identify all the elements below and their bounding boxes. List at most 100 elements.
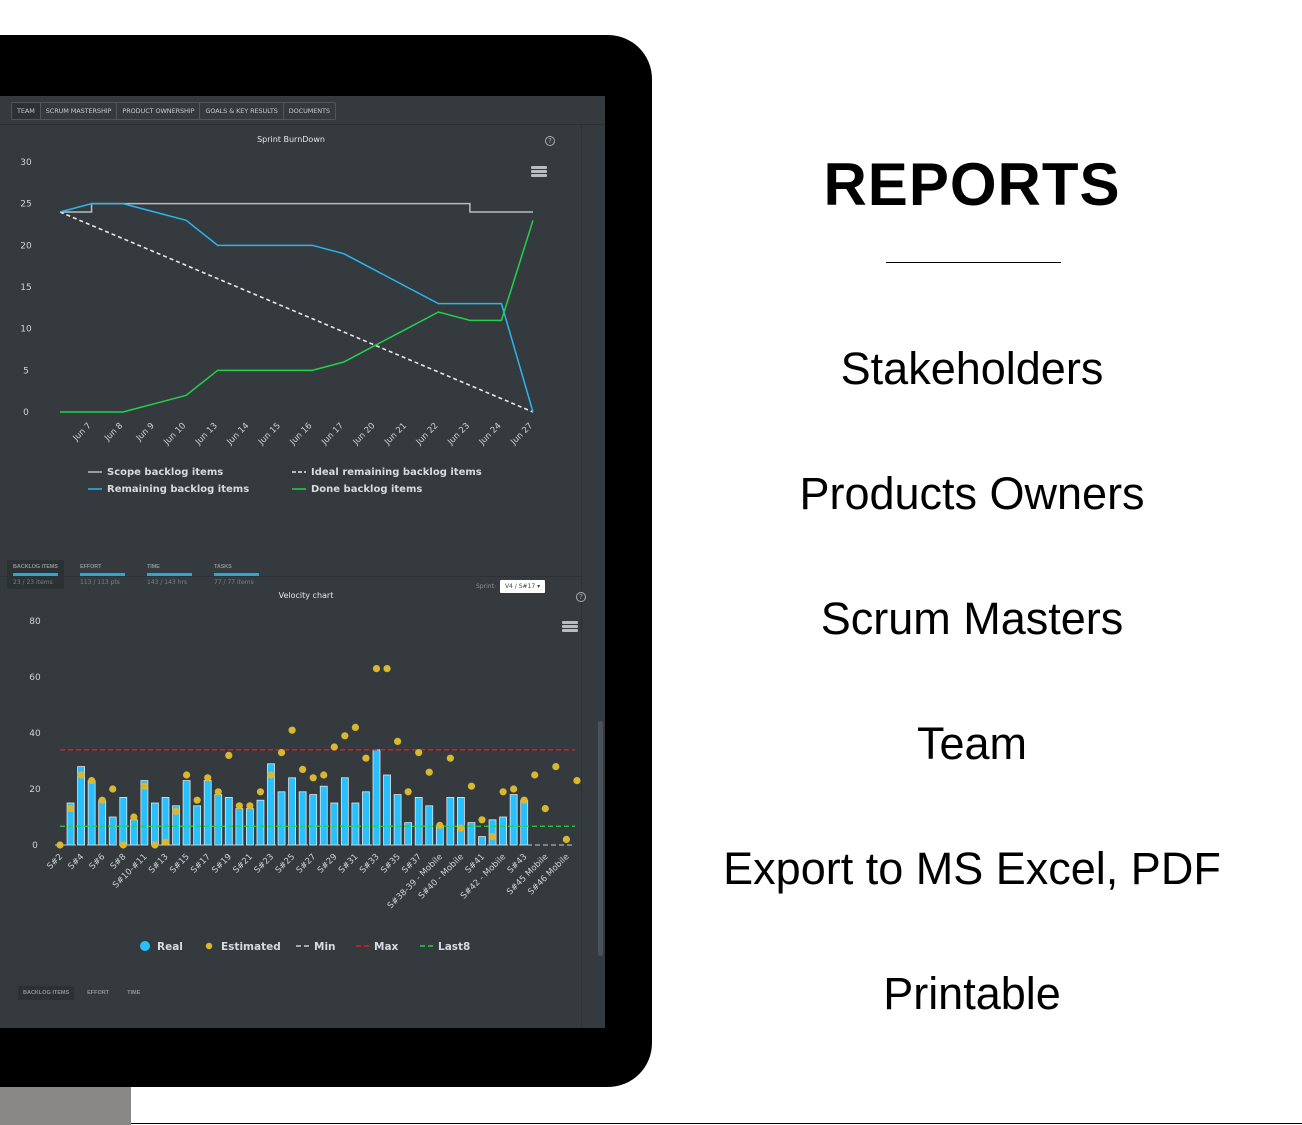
- stat-tab-effort[interactable]: EFFORT 113 / 113 pts: [74, 560, 131, 589]
- sprint-dropdown[interactable]: V4 / S#17 ▾: [499, 580, 546, 593]
- real-bar[interactable]: [182, 780, 191, 846]
- real-bar[interactable]: [66, 802, 75, 846]
- chart-menu-icon[interactable]: [562, 621, 578, 633]
- estimated-dot[interactable]: [488, 833, 497, 841]
- estimated-dot[interactable]: [541, 805, 549, 813]
- real-bar[interactable]: [362, 791, 370, 846]
- chart-menu-icon[interactable]: [531, 166, 547, 178]
- legend-item-max[interactable]: Max: [356, 941, 399, 953]
- estimated-dot[interactable]: [372, 665, 381, 673]
- estimated-dot[interactable]: [510, 785, 518, 793]
- real-bar[interactable]: [478, 836, 486, 846]
- estimated-dot[interactable]: [235, 802, 243, 810]
- estimated-dot[interactable]: [478, 816, 486, 824]
- estimated-dot[interactable]: [415, 749, 423, 757]
- real-bar[interactable]: [499, 816, 508, 846]
- estimated-dot[interactable]: [309, 774, 317, 782]
- real-bar[interactable]: [161, 796, 170, 846]
- real-bar[interactable]: [98, 799, 107, 846]
- estimated-dot[interactable]: [277, 749, 286, 757]
- estimated-dot[interactable]: [119, 841, 127, 849]
- tab-product-ownership[interactable]: PRODUCT OWNERSHIP: [117, 103, 201, 119]
- estimated-dot[interactable]: [531, 771, 539, 779]
- estimated-dot[interactable]: [404, 788, 412, 796]
- real-bar[interactable]: [309, 794, 318, 846]
- legend-item-real[interactable]: Real: [140, 941, 183, 953]
- tab-scrum-mastership[interactable]: SCRUM MASTERSHIP: [41, 103, 118, 119]
- estimated-dot[interactable]: [98, 796, 106, 804]
- estimated-dot[interactable]: [425, 768, 433, 776]
- estimated-dot[interactable]: [383, 665, 391, 673]
- real-bar[interactable]: [151, 802, 159, 846]
- estimated-dot[interactable]: [204, 774, 212, 782]
- estimated-dot[interactable]: [56, 841, 64, 849]
- estimated-dot[interactable]: [351, 723, 359, 731]
- real-bar[interactable]: [520, 799, 529, 846]
- estimated-dot[interactable]: [446, 754, 454, 762]
- real-bar[interactable]: [214, 794, 223, 846]
- estimated-dot[interactable]: [467, 782, 476, 790]
- estimated-dot[interactable]: [267, 771, 275, 779]
- legend-item-estimated[interactable]: Estimated: [205, 941, 281, 953]
- stat-tab-backlog-items[interactable]: BACKLOG ITEMS 23 / 23 items: [7, 560, 64, 589]
- velocity-tab-time[interactable]: TIME: [127, 990, 141, 996]
- legend-item-min[interactable]: Min: [296, 941, 336, 953]
- real-bar[interactable]: [256, 799, 265, 846]
- estimated-dot[interactable]: [193, 796, 201, 804]
- real-bar[interactable]: [119, 796, 128, 846]
- velocity-tab-effort[interactable]: EFFORT: [87, 990, 110, 996]
- real-bar[interactable]: [414, 796, 423, 846]
- real-bar[interactable]: [203, 780, 212, 846]
- estimated-dot[interactable]: [246, 802, 254, 810]
- velocity-tab-backlog-items[interactable]: BACKLOG ITEMS: [18, 986, 75, 1000]
- tab-documents[interactable]: DOCUMENTS: [288, 107, 330, 115]
- estimated-dot[interactable]: [140, 782, 148, 790]
- stat-tab-time[interactable]: TIME 143 / 143 hrs: [141, 560, 198, 589]
- estimated-dot[interactable]: [77, 771, 85, 779]
- real-bar[interactable]: [393, 794, 402, 846]
- real-bar[interactable]: [288, 777, 297, 846]
- estimated-dot[interactable]: [288, 726, 296, 734]
- real-bar[interactable]: [488, 819, 497, 846]
- real-bar[interactable]: [319, 785, 328, 846]
- legend-item-last8[interactable]: Last8: [420, 941, 470, 953]
- tab-goals-key-results[interactable]: GOALS & KEY RESULTS: [200, 103, 284, 119]
- scrollbar[interactable]: [598, 721, 603, 956]
- real-bar[interactable]: [425, 805, 434, 846]
- estimated-dot[interactable]: [520, 796, 528, 804]
- estimated-dot[interactable]: [330, 743, 338, 751]
- estimated-dot[interactable]: [573, 777, 581, 785]
- estimated-dot[interactable]: [214, 788, 222, 796]
- real-bar[interactable]: [372, 749, 381, 846]
- estimated-dot[interactable]: [394, 737, 402, 745]
- real-bar[interactable]: [383, 774, 391, 846]
- real-bar[interactable]: [446, 796, 455, 846]
- real-bar[interactable]: [340, 777, 349, 846]
- real-bar[interactable]: [298, 791, 307, 846]
- estimated-dot[interactable]: [436, 821, 444, 829]
- legend-item[interactable]: Done backlog items: [292, 484, 422, 495]
- estimated-dot[interactable]: [256, 788, 265, 796]
- estimated-dot[interactable]: [320, 771, 328, 779]
- real-bar[interactable]: [224, 796, 233, 846]
- tab-team[interactable]: TEAM: [12, 103, 41, 119]
- real-bar[interactable]: [87, 780, 96, 846]
- real-bar[interactable]: [108, 816, 117, 846]
- estimated-dot[interactable]: [362, 754, 370, 762]
- estimated-dot[interactable]: [88, 777, 96, 785]
- real-bar[interactable]: [193, 805, 202, 846]
- estimated-dot[interactable]: [341, 732, 349, 740]
- estimated-dot[interactable]: [457, 824, 465, 832]
- real-bar[interactable]: [330, 802, 339, 846]
- estimated-dot[interactable]: [562, 835, 571, 843]
- stat-tab-tasks[interactable]: TASKS 77 / 77 items: [208, 560, 265, 589]
- estimated-dot[interactable]: [172, 807, 180, 815]
- estimated-dot[interactable]: [161, 838, 170, 846]
- legend-item[interactable]: Ideal remaining backlog items: [292, 467, 482, 478]
- real-bar[interactable]: [140, 780, 149, 846]
- real-bar[interactable]: [509, 794, 518, 846]
- real-bar[interactable]: [456, 796, 465, 846]
- help-icon[interactable]: ?: [545, 136, 555, 146]
- estimated-dot[interactable]: [552, 763, 560, 771]
- estimated-dot[interactable]: [109, 785, 117, 793]
